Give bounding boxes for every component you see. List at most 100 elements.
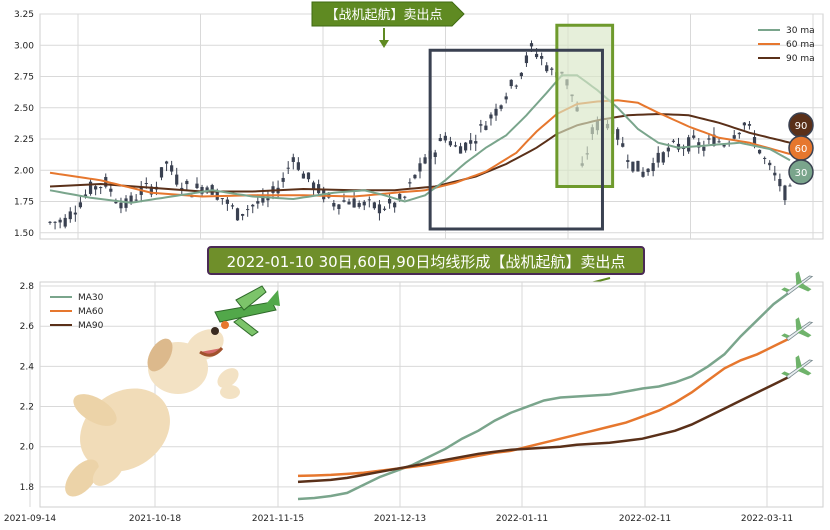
ma-badges: 90 60 30 bbox=[788, 112, 814, 185]
candle-body bbox=[382, 208, 387, 210]
top-banner-arrow-head bbox=[379, 40, 389, 48]
candle-body bbox=[661, 152, 665, 163]
ma-legend: MA30 MA60 MA90 bbox=[50, 293, 104, 331]
candle-body bbox=[509, 79, 513, 87]
candle-body bbox=[235, 208, 240, 221]
candle-body bbox=[73, 212, 77, 215]
candle-body bbox=[144, 183, 148, 185]
candlestick-panel: 3.25 3.00 2.75 2.50 2.25 2.00 1.75 1.50 30 ma 6… bbox=[14, 1, 824, 240]
bottom-banner-label: 2022-01-10 30日,60日,90日均线形成【战机起航】卖出点 bbox=[227, 253, 626, 271]
ma-plot-area bbox=[39, 281, 824, 508]
candle-body bbox=[540, 56, 544, 59]
candle-body bbox=[763, 157, 767, 159]
candle-body bbox=[58, 219, 62, 223]
candle-body bbox=[484, 125, 488, 130]
badge-30-label: 30 bbox=[795, 168, 808, 179]
candle-body bbox=[261, 194, 265, 203]
candle-body bbox=[291, 157, 295, 162]
ma60-line bbox=[49, 99, 791, 198]
y-tick-label: 2.50 bbox=[14, 104, 34, 114]
candle-body bbox=[504, 96, 508, 100]
candle-body bbox=[195, 183, 199, 189]
candlestick-series bbox=[48, 40, 792, 230]
candle-body bbox=[458, 146, 463, 154]
legend-label-60ma: 60 ma bbox=[786, 40, 815, 50]
candle-body bbox=[119, 202, 123, 209]
candle-body bbox=[656, 152, 660, 163]
candle-body bbox=[534, 53, 539, 58]
y-tick-label: 2.2 bbox=[20, 403, 34, 413]
candle-body bbox=[494, 108, 498, 116]
candle-body bbox=[621, 143, 625, 147]
x-tick-label: 2022-01-11 bbox=[496, 514, 548, 524]
candle-body bbox=[773, 172, 777, 176]
candle-body bbox=[529, 43, 534, 47]
airplane-icon bbox=[214, 285, 280, 337]
legend-label-ma30: MA30 bbox=[78, 293, 104, 303]
y-tick-label: 3.00 bbox=[14, 41, 34, 51]
candle-body bbox=[438, 138, 442, 142]
candle-body bbox=[489, 114, 493, 119]
candle-body bbox=[266, 197, 270, 201]
candle-body bbox=[626, 160, 630, 162]
candle-body bbox=[651, 163, 655, 172]
candle-body bbox=[778, 179, 782, 187]
y-tick-label: 2.4 bbox=[20, 362, 35, 372]
candle-body bbox=[114, 201, 118, 204]
airplane-icon bbox=[781, 271, 814, 296]
y-tick-label: 1.50 bbox=[14, 229, 34, 239]
candle-body bbox=[220, 198, 224, 200]
top-sell-point-banner: 【战机起航】卖出点 bbox=[311, 1, 465, 48]
candle-body bbox=[53, 221, 57, 223]
candle-body bbox=[697, 142, 701, 148]
legend-label-90ma: 90 ma bbox=[786, 54, 815, 64]
y-tick-label: 2.0 bbox=[20, 443, 35, 453]
ma-gridlines bbox=[29, 282, 823, 507]
candle-body bbox=[666, 147, 670, 152]
candlestick-gridlines bbox=[40, 13, 823, 239]
candle-body bbox=[175, 174, 179, 185]
candle-body bbox=[631, 161, 635, 172]
candle-body bbox=[301, 173, 306, 179]
candle-body bbox=[63, 217, 67, 227]
candle-body bbox=[550, 68, 554, 70]
candle-body bbox=[464, 142, 468, 151]
y-tick-label: 2.6 bbox=[20, 322, 35, 332]
candle-body bbox=[671, 140, 676, 142]
candle-body bbox=[372, 202, 376, 209]
y-tick-label: 2.25 bbox=[14, 135, 34, 145]
ma30-line bbox=[49, 74, 791, 204]
candle-body bbox=[109, 188, 113, 192]
candle-body bbox=[159, 167, 164, 178]
candle-body bbox=[149, 186, 153, 195]
badge-30 bbox=[788, 159, 814, 185]
legend-label-ma90: MA90 bbox=[78, 321, 104, 331]
candle-body bbox=[164, 161, 169, 164]
x-tick-label: 2022-02-11 bbox=[619, 514, 671, 524]
candle-body bbox=[479, 124, 483, 126]
candle-body bbox=[717, 141, 721, 143]
candle-body bbox=[474, 141, 478, 144]
candle-body bbox=[687, 137, 691, 152]
candle-body bbox=[129, 195, 133, 202]
candle-body bbox=[387, 198, 392, 204]
x-tick-label: 2021-10-18 bbox=[129, 514, 182, 524]
ma-y-axis: 2.8 2.6 2.4 2.2 2.0 1.8 bbox=[20, 282, 35, 493]
candle-body bbox=[433, 152, 437, 157]
candle-body bbox=[88, 181, 93, 194]
candle-body bbox=[423, 157, 427, 164]
candle-body bbox=[134, 199, 138, 201]
candle-body bbox=[519, 72, 523, 77]
y-tick-label: 2.8 bbox=[20, 282, 35, 292]
candle-body bbox=[788, 185, 792, 187]
candle-body bbox=[545, 65, 549, 72]
candle-body bbox=[170, 165, 174, 172]
legend-label-ma60: MA60 bbox=[78, 307, 104, 317]
candle-body bbox=[768, 162, 772, 166]
candle-body bbox=[78, 202, 83, 208]
candle-body bbox=[286, 167, 290, 169]
candle-body bbox=[448, 141, 453, 146]
candle-body bbox=[752, 137, 757, 145]
airplane-markers bbox=[781, 271, 814, 380]
